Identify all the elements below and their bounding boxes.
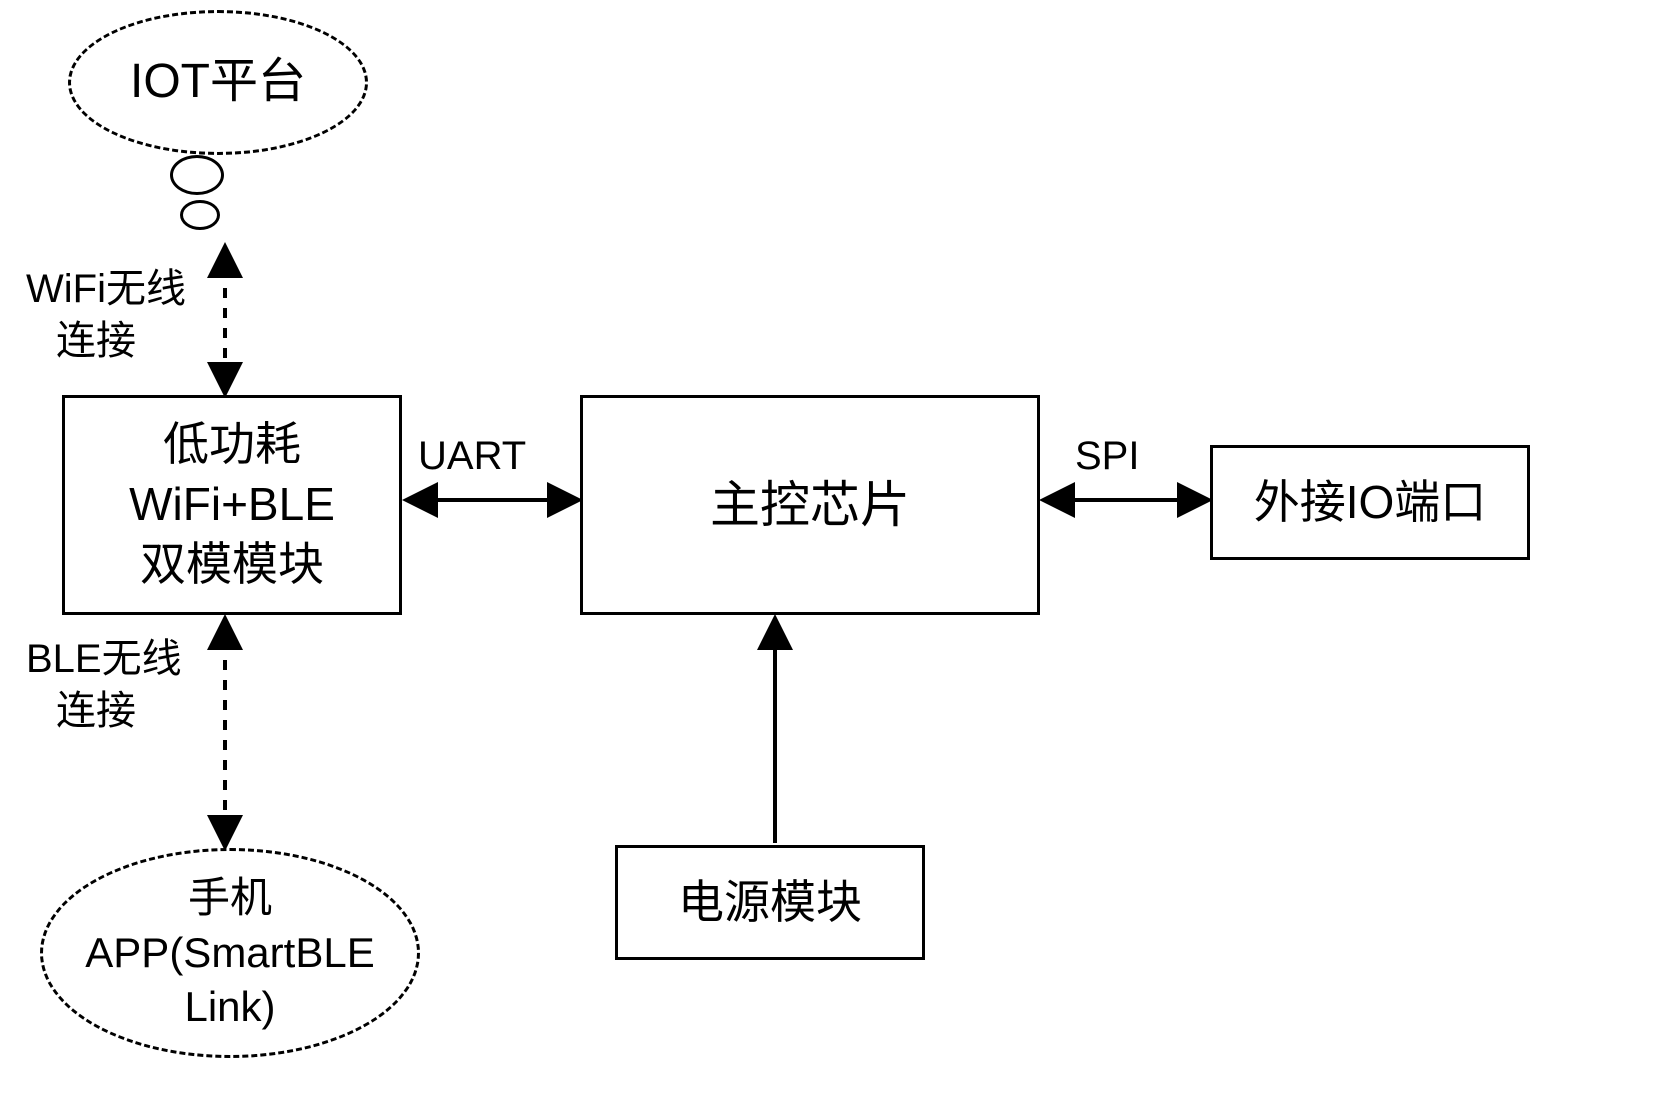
cloud-bubble-2 bbox=[180, 200, 220, 230]
iot-platform-label: IOT平台 bbox=[130, 51, 306, 113]
node-io-port: 外接IO端口 bbox=[1210, 445, 1530, 560]
edge-label-wifi: WiFi无线 连接 bbox=[26, 263, 186, 367]
phone-app-label-line2: APP(SmartBLE bbox=[85, 926, 374, 981]
cloud-bubble-1 bbox=[170, 155, 224, 195]
edge-label-spi: SPI bbox=[1075, 430, 1139, 482]
edge-label-wifi-line1: WiFi无线 bbox=[26, 263, 186, 315]
power-label: 电源模块 bbox=[678, 873, 862, 933]
node-iot-platform: IOT平台 bbox=[68, 10, 368, 155]
phone-app-label-line1: 手机 bbox=[188, 871, 272, 926]
wifi-ble-label-line1: 低功耗 bbox=[163, 415, 301, 475]
node-mcu: 主控芯片 bbox=[580, 395, 1040, 615]
edge-label-spi-text: SPI bbox=[1075, 434, 1139, 478]
node-power-module: 电源模块 bbox=[615, 845, 925, 960]
mcu-label: 主控芯片 bbox=[710, 473, 910, 538]
edge-label-uart: UART bbox=[418, 430, 526, 482]
edge-label-uart-text: UART bbox=[418, 434, 526, 478]
node-phone-app: 手机 APP(SmartBLE Link) bbox=[40, 848, 420, 1058]
edge-label-ble-line1: BLE无线 bbox=[26, 633, 182, 685]
wifi-ble-label-line2: WiFi+BLE bbox=[129, 475, 335, 535]
edge-label-ble-line2: 连接 bbox=[26, 685, 182, 737]
phone-app-label-line3: Link) bbox=[184, 980, 275, 1035]
edge-label-ble: BLE无线 连接 bbox=[26, 633, 182, 737]
io-port-label: 外接IO端口 bbox=[1254, 473, 1487, 533]
wifi-ble-label-line3: 双模模块 bbox=[140, 535, 324, 595]
edge-label-wifi-line2: 连接 bbox=[26, 315, 186, 367]
node-wifi-ble-module: 低功耗 WiFi+BLE 双模模块 bbox=[62, 395, 402, 615]
